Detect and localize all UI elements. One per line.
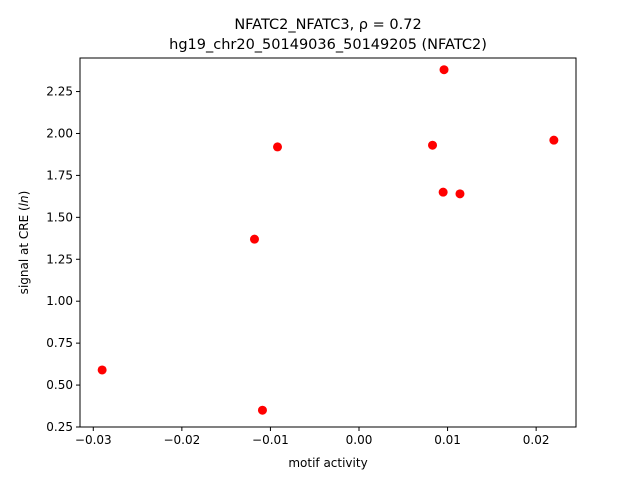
y-axis-ticks: 0.25 0.50 0.75 1.00 1.25 1.50 1.75 2.00 2.25	[46, 85, 80, 434]
x-tick-label: 0.01	[434, 433, 461, 447]
plot-frame	[79, 57, 577, 428]
chart-title-line1: NFATC2_NFATC3, ρ = 0.72	[234, 17, 421, 33]
x-tick-label: −0.03	[75, 433, 112, 447]
y-axis-label-unit: ln	[17, 195, 31, 206]
y-tick-label: 2.25	[46, 85, 73, 99]
data-point	[257, 405, 267, 415]
data-point	[438, 187, 448, 197]
x-tick-label: −0.01	[252, 433, 289, 447]
x-axis-ticks: −0.03 −0.02 −0.01 0.00 0.01 0.02	[75, 427, 550, 447]
x-tick-label: 0.00	[346, 433, 373, 447]
data-point	[439, 65, 449, 75]
x-tick-label: −0.02	[163, 433, 200, 447]
data-points	[97, 65, 559, 415]
y-tick-label: 2.00	[46, 126, 73, 140]
data-point	[428, 140, 438, 150]
data-point	[549, 135, 559, 145]
data-point	[273, 142, 283, 152]
chart-title-line2: hg19_chr20_50149036_50149205 (NFATC2)	[169, 37, 487, 53]
data-point	[97, 365, 107, 375]
y-tick-label: 0.25	[46, 420, 73, 434]
y-tick-label: 1.50	[46, 210, 73, 224]
x-tick-label: 0.02	[523, 433, 550, 447]
y-tick-label: 1.00	[46, 294, 73, 308]
x-axis-label: motif activity	[288, 456, 367, 470]
data-point	[455, 189, 465, 199]
y-tick-label: 0.75	[46, 336, 73, 350]
data-point	[249, 234, 259, 244]
y-tick-label: 0.50	[46, 378, 73, 392]
y-tick-label: 1.75	[46, 168, 73, 182]
y-axis-label: signal at CRE (ln)	[17, 191, 31, 295]
y-tick-label: 1.25	[46, 252, 73, 266]
